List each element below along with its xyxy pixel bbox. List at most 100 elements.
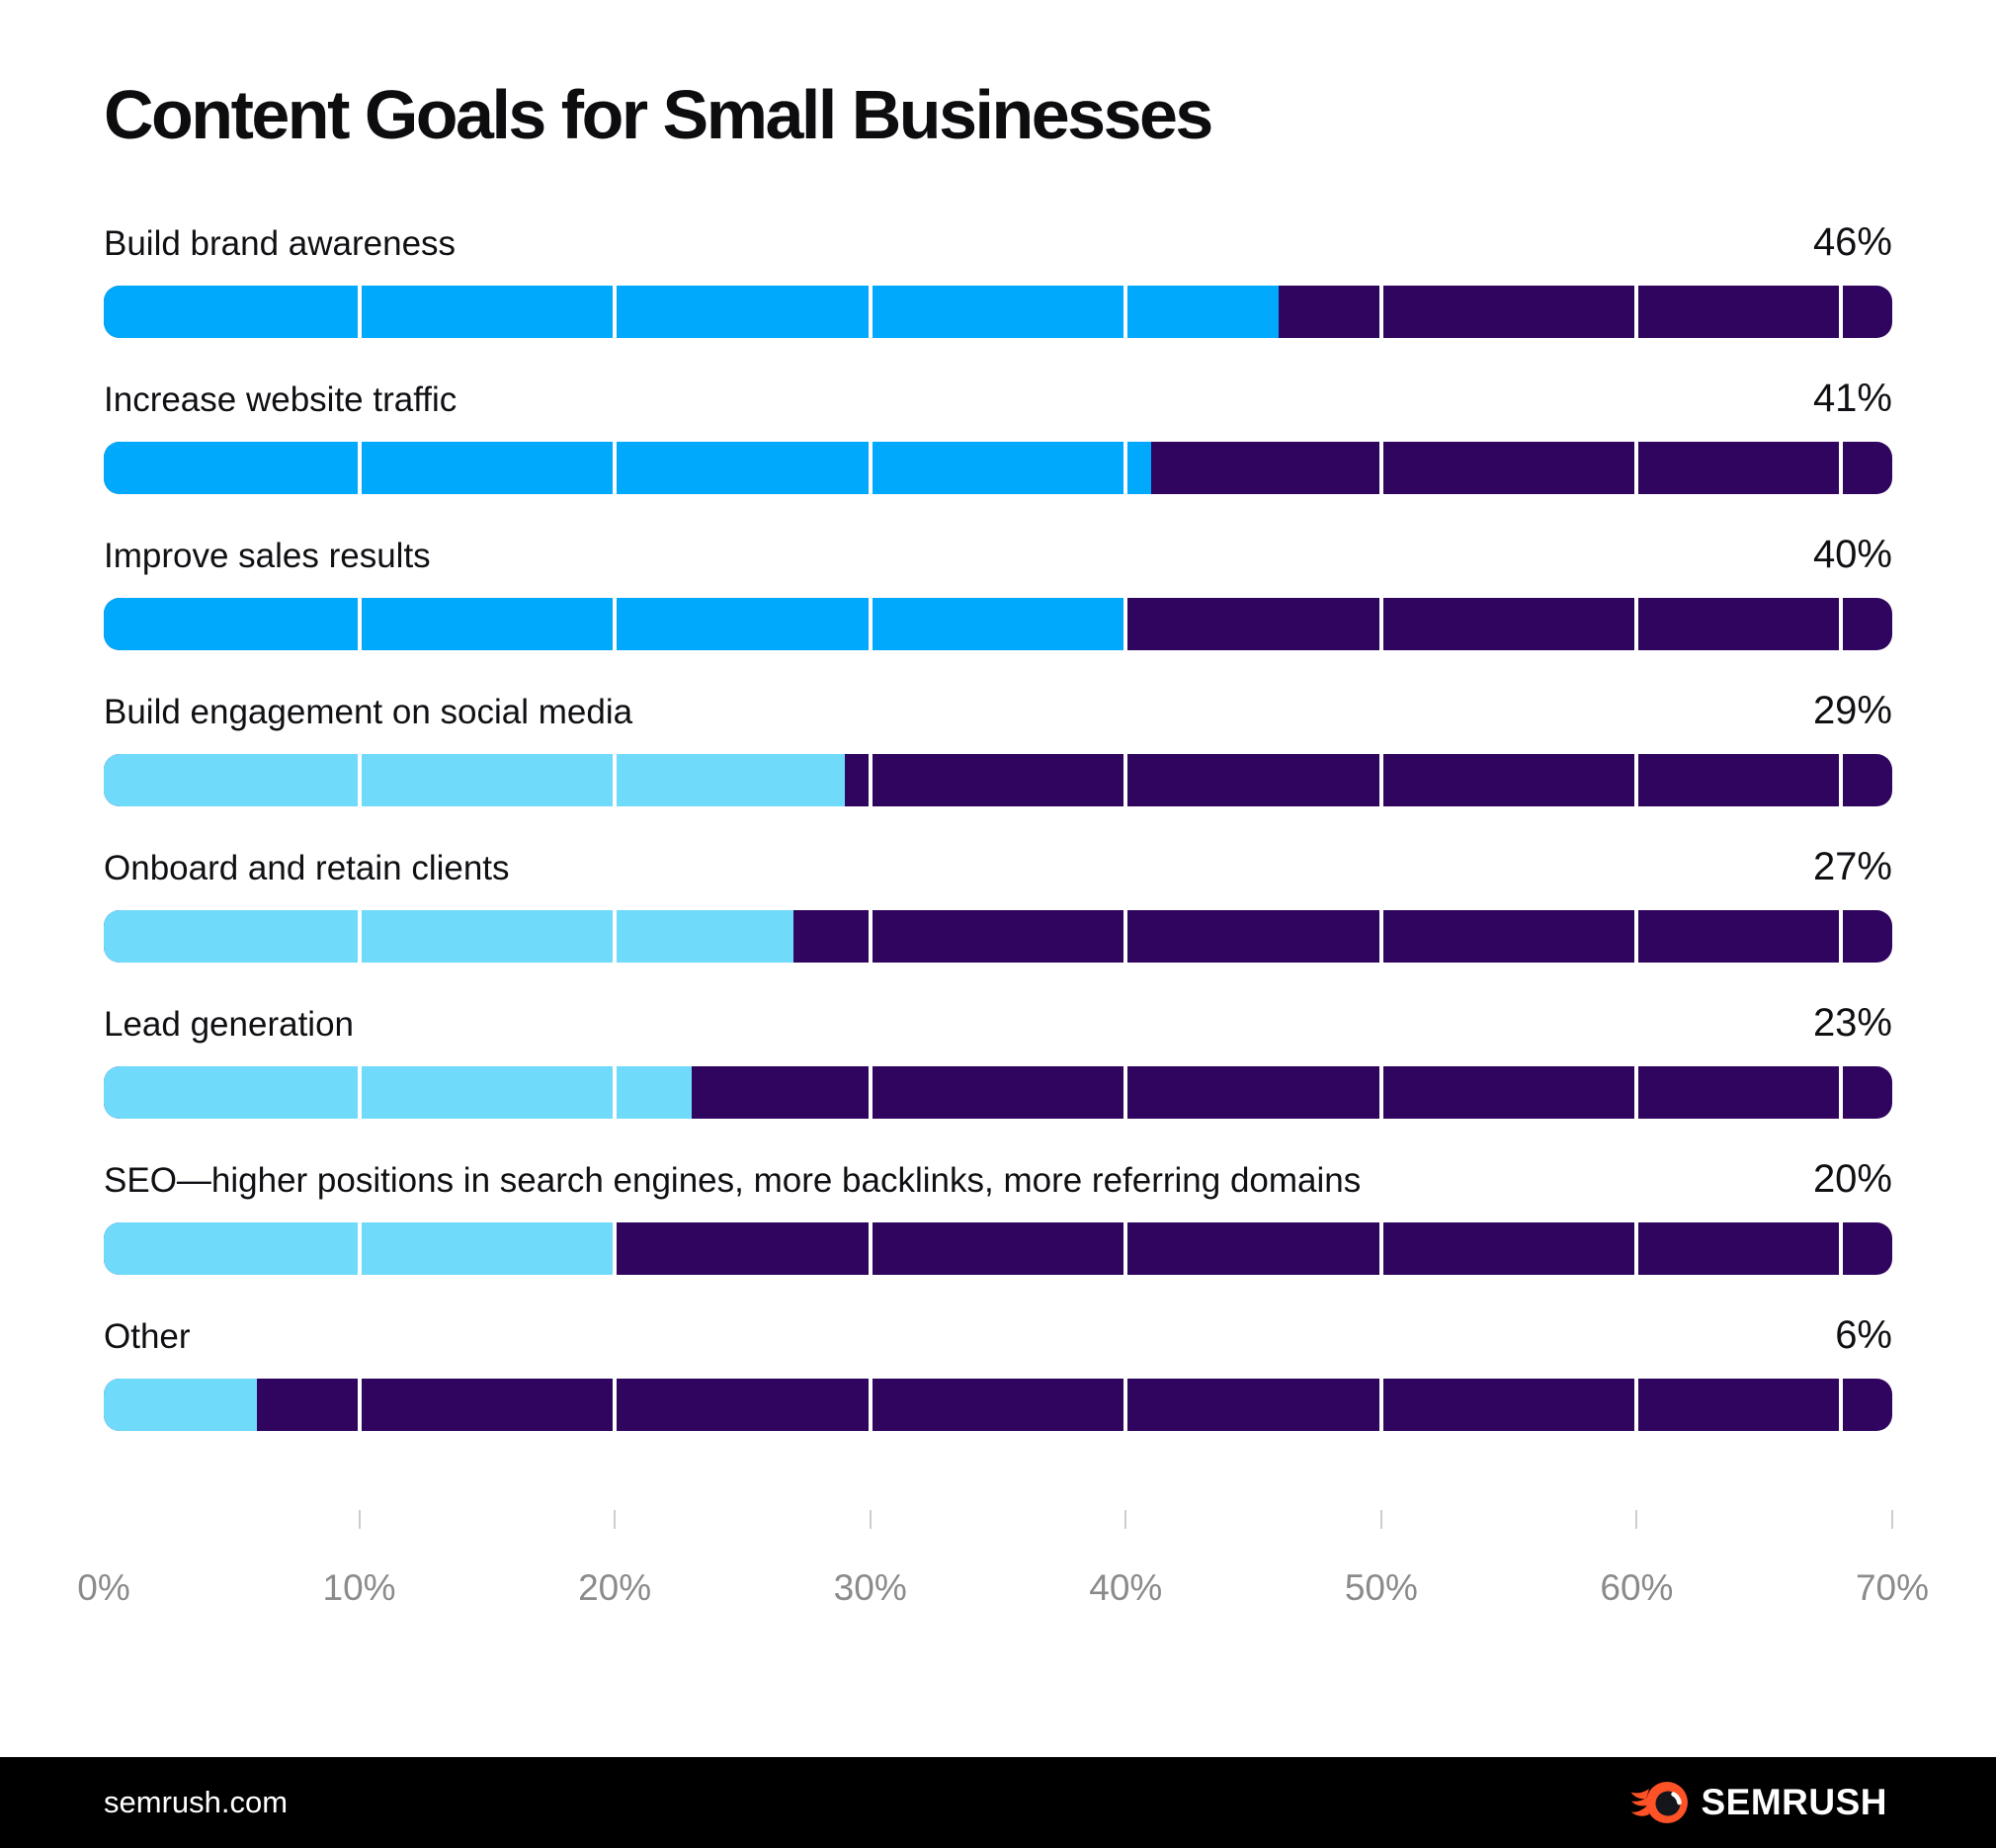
footer: semrush.com SEMRUSH (0, 1757, 1996, 1848)
value-label: 46% (1812, 219, 1892, 264)
axis-tick-label: 70% (1855, 1566, 1930, 1608)
bar-row-header: Onboard and retain clients 27% (104, 846, 1892, 889)
axis-tick (1124, 1509, 1127, 1529)
segment-separator (868, 597, 873, 650)
axis-tick-label: 20% (578, 1566, 652, 1608)
bar-row: Improve sales results 40% (104, 534, 1892, 650)
segment-separator (1839, 909, 1844, 963)
bar-row-header: Lead generation 23% (104, 1002, 1892, 1046)
bar-fill (104, 441, 1152, 494)
value-label: 23% (1812, 1000, 1892, 1045)
bar-row: Increase website traffic 41% (104, 378, 1892, 494)
axis-tick (614, 1509, 617, 1529)
segment-separator (1839, 1065, 1844, 1119)
category-label: Onboard and retain clients (104, 848, 510, 887)
segment-separator (1839, 285, 1844, 338)
bar-row-header: Other 6% (104, 1314, 1892, 1358)
bar-row-header: Increase website traffic 41% (104, 378, 1892, 421)
segment-separator (1123, 441, 1128, 494)
bar-track (104, 909, 1892, 963)
site-label: semrush.com (104, 1785, 289, 1819)
segment-separator (1378, 1065, 1383, 1119)
bar-fill (104, 753, 845, 806)
segment-separator (357, 1378, 362, 1431)
semrush-fireball-icon (1630, 1781, 1689, 1824)
bar-row: Build brand awareness 46% (104, 221, 1892, 338)
segment-separator (1378, 1221, 1383, 1275)
segment-separator (1123, 909, 1128, 963)
segment-separator (1378, 285, 1383, 338)
axis-tick (1379, 1509, 1382, 1529)
axis-tick-label: 0% (77, 1566, 130, 1608)
segment-separator (868, 285, 873, 338)
axis-tick (1891, 1509, 1893, 1529)
bar-track (104, 1065, 1892, 1119)
segment-separator (868, 909, 873, 963)
segment-separator (1378, 1378, 1383, 1431)
segment-separator (357, 441, 362, 494)
segment-separator (1123, 753, 1128, 806)
value-label: 40% (1812, 532, 1892, 576)
x-axis: 0% 10% 20% 30% 40% 50% 60% 70% (77, 1509, 1929, 1609)
category-label: SEO—higher positions in search engines, … (104, 1160, 1362, 1200)
segment-separator (613, 285, 618, 338)
bar-row: Lead generation 23% (104, 1002, 1892, 1119)
segment-separator (1123, 1378, 1128, 1431)
bar-track (104, 597, 1892, 650)
category-label: Lead generation (104, 1004, 354, 1044)
segment-separator (1378, 909, 1383, 963)
segment-separator (1634, 441, 1639, 494)
segment-separator (1378, 753, 1383, 806)
segment-separator (1839, 597, 1844, 650)
segment-separator (357, 597, 362, 650)
segment-separator (1123, 1065, 1128, 1119)
segment-separator (1378, 597, 1383, 650)
bar-row: Build engagement on social media 29% (104, 690, 1892, 806)
segment-separator (1634, 909, 1639, 963)
axis-tick (869, 1509, 872, 1529)
segment-separator (357, 753, 362, 806)
value-label: 20% (1812, 1156, 1892, 1201)
bar-fill (104, 909, 794, 963)
value-label: 29% (1812, 688, 1892, 732)
bar-track (104, 285, 1892, 338)
segment-separator (1634, 1065, 1639, 1119)
axis-tick-label: 50% (1344, 1566, 1418, 1608)
category-label: Build brand awareness (104, 223, 457, 263)
segment-separator (1634, 753, 1639, 806)
segment-separator (1634, 597, 1639, 650)
segment-separator (868, 1221, 873, 1275)
bar-fill (104, 1065, 692, 1119)
segment-separator (1123, 597, 1128, 650)
brand-name: SEMRUSH (1701, 1782, 1887, 1822)
segment-separator (1634, 1378, 1639, 1431)
axis-tick-label: 40% (1089, 1566, 1163, 1608)
segment-separator (1839, 753, 1844, 806)
segment-separator (357, 909, 362, 963)
segment-separator (1839, 441, 1844, 494)
segment-separator (613, 441, 618, 494)
value-label: 27% (1812, 844, 1892, 888)
segment-separator (613, 1378, 618, 1431)
segment-separator (1634, 1221, 1639, 1275)
bar-row: Onboard and retain clients 27% (104, 846, 1892, 963)
segment-separator (613, 1221, 618, 1275)
segment-separator (868, 1378, 873, 1431)
bar-fill (104, 1378, 258, 1431)
segment-separator (613, 1065, 618, 1119)
bar-row: Other 6% (104, 1314, 1892, 1431)
segment-separator (613, 597, 618, 650)
page-title: Content Goals for Small Businesses (104, 76, 1213, 153)
segment-separator (868, 441, 873, 494)
segment-separator (357, 1221, 362, 1275)
bar-row-header: SEO—higher positions in search engines, … (104, 1158, 1892, 1202)
bar-row-header: Build brand awareness 46% (104, 221, 1892, 265)
segment-separator (1839, 1221, 1844, 1275)
axis-tick-label: 10% (322, 1566, 396, 1608)
segment-separator (1123, 1221, 1128, 1275)
bar-row-header: Improve sales results 40% (104, 534, 1892, 577)
bar-row-header: Build engagement on social media 29% (104, 690, 1892, 733)
axis-tick (358, 1509, 361, 1529)
segment-separator (1378, 441, 1383, 494)
bar-track (104, 1221, 1892, 1275)
